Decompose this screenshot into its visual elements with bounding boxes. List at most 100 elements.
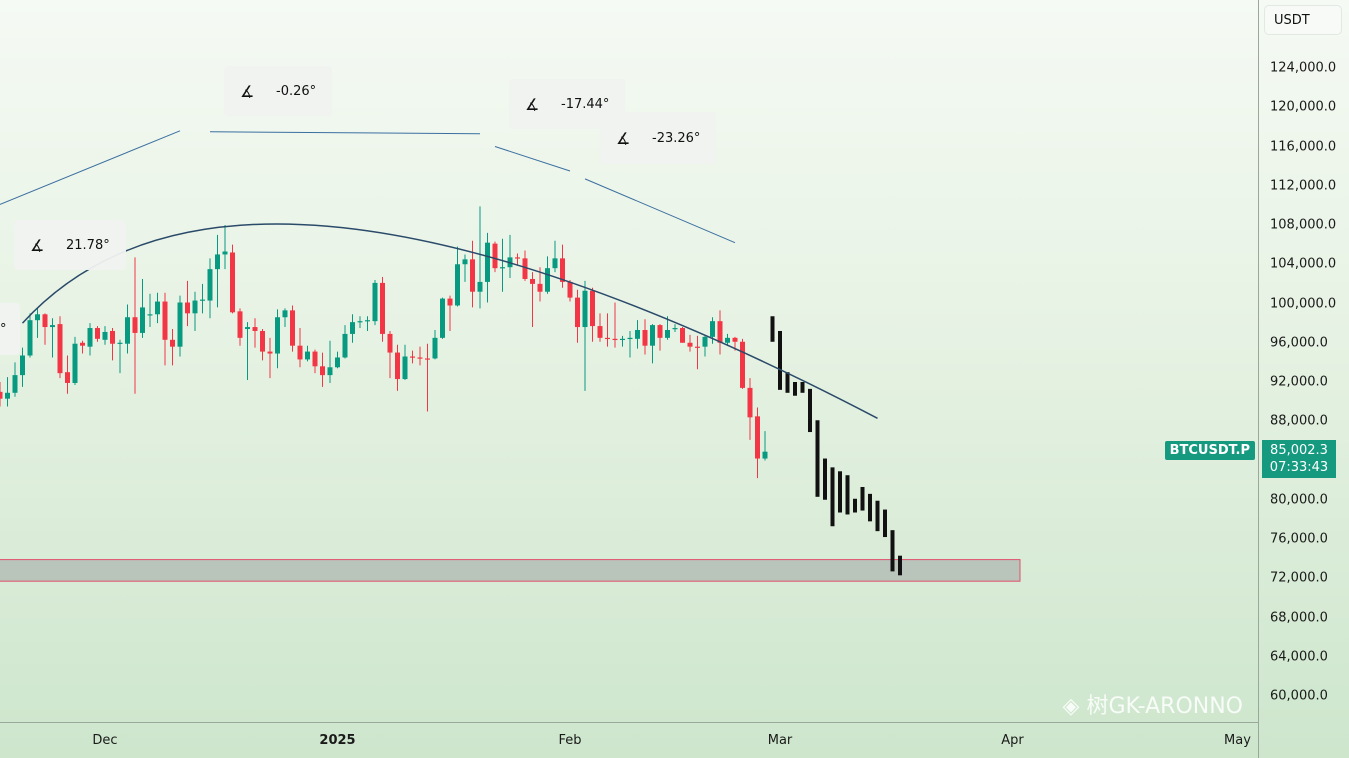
- candle-body: [605, 337, 610, 340]
- candle-body: [642, 329, 648, 346]
- candle-body: [245, 327, 250, 330]
- candle-body: [125, 317, 130, 344]
- candle-body: [462, 259, 468, 265]
- price-tick-label: 92,000.0: [1270, 374, 1328, 390]
- candle-body: [170, 339, 175, 347]
- projection-bar: [830, 467, 835, 527]
- candle-body: [560, 258, 565, 282]
- projection-bar: [853, 498, 857, 513]
- candle-body: [177, 302, 183, 347]
- candle-body: [590, 290, 595, 327]
- candle-body: [140, 307, 145, 333]
- candle-body: [657, 325, 663, 338]
- candle-body: [402, 356, 408, 380]
- projection-bar: [793, 382, 797, 396]
- candle-body: [357, 321, 363, 323]
- candle-body: [312, 351, 318, 367]
- currency-selector[interactable]: USDT: [1264, 5, 1342, 35]
- price-tick-label: 124,000.0: [1270, 60, 1337, 76]
- angle-icon: ∡: [525, 94, 540, 114]
- angle-value: -23.26°: [652, 130, 701, 146]
- candle-body: [567, 281, 573, 298]
- candle-body: [57, 324, 63, 374]
- projection-bar: [785, 372, 790, 393]
- last-price-tag: 85,002.3 07:33:43: [1262, 440, 1336, 478]
- candle-body: [365, 320, 370, 322]
- candle-body: [537, 283, 543, 292]
- candle-body: [432, 337, 438, 359]
- angle-label-partial[interactable]: °: [0, 303, 20, 355]
- angle-label[interactable]: ∡ -23.26°: [600, 112, 716, 164]
- projection-bar: [898, 555, 902, 576]
- time-tick-label: 2025: [319, 733, 356, 748]
- projection-bar: [845, 475, 850, 515]
- angle-trend-line: [209, 131, 481, 135]
- candle-body: [425, 358, 430, 360]
- projection-bar: [800, 382, 805, 393]
- candle-body: [155, 301, 160, 315]
- price-tick-label: 104,000.0: [1270, 256, 1337, 272]
- projection-bar: [875, 500, 880, 532]
- last-price: 85,002.3: [1270, 443, 1328, 458]
- candle-body: [650, 325, 655, 346]
- angle-value: -0.26°: [276, 83, 317, 99]
- candle-body: [260, 330, 265, 352]
- projection-bar: [823, 458, 827, 500]
- angle-label[interactable]: ∡ 21.78°: [14, 220, 126, 270]
- price-tick-label: 64,000.0: [1270, 649, 1328, 665]
- price-tick-label: 72,000.0: [1270, 570, 1328, 586]
- candle-body: [372, 282, 378, 322]
- candle-body: [50, 325, 55, 328]
- candle-body: [717, 321, 723, 343]
- candle-body: [275, 317, 280, 354]
- candle-body: [732, 337, 738, 342]
- candle-body: [147, 314, 153, 316]
- price-tick-label: 120,000.0: [1270, 99, 1337, 115]
- price-tick-label: 88,000.0: [1270, 413, 1328, 429]
- candle-body: [582, 290, 588, 328]
- projection-bar: [883, 509, 887, 538]
- price-tick-label: 112,000.0: [1270, 178, 1337, 194]
- candle-body: [215, 254, 220, 270]
- candle-body: [192, 300, 198, 314]
- price-tick-label: 80,000.0: [1270, 492, 1328, 508]
- candle-body: [0, 391, 3, 399]
- time-tick-label: Dec: [92, 733, 118, 748]
- angle-label[interactable]: ∡ -0.26°: [224, 66, 332, 116]
- candle-body: [65, 372, 70, 383]
- candle-body: [132, 317, 138, 333]
- candle-body: [20, 355, 25, 376]
- price-axis-border: [1258, 0, 1259, 758]
- price-tick-label: 96,000.0: [1270, 335, 1328, 351]
- price-tick-label: 116,000.0: [1270, 139, 1337, 154]
- angle-value: -17.44°: [561, 96, 610, 112]
- candle-body: [492, 243, 498, 269]
- candle-body: [237, 311, 243, 338]
- candle-body: [305, 351, 310, 360]
- candle-body: [620, 338, 625, 341]
- angle-trend-line: [494, 146, 571, 172]
- angle-trend-line: [0, 130, 181, 205]
- candle-body: [702, 336, 708, 347]
- candle-body: [440, 298, 445, 338]
- projection-bar: [868, 493, 872, 522]
- candle-body: [665, 329, 670, 338]
- price-tick-label: 76,000.0: [1270, 531, 1328, 547]
- candle-body: [515, 257, 520, 259]
- candle-body: [470, 259, 475, 292]
- candle-body: [80, 342, 85, 346]
- candle-body: [297, 345, 303, 360]
- time-tick-label: Mar: [767, 733, 793, 748]
- candle-body: [35, 314, 40, 321]
- candle-body: [417, 357, 423, 359]
- candle-body: [290, 310, 295, 346]
- candle-body: [117, 342, 123, 344]
- price-tick-label: 108,000.0: [1270, 217, 1337, 233]
- candle-body: [762, 451, 768, 459]
- symbol-tag: BTCUSDT.P: [1164, 441, 1255, 460]
- candle-body: [522, 258, 528, 279]
- candle-body: [410, 356, 415, 358]
- candle-body: [12, 375, 18, 393]
- candle-body: [485, 242, 490, 282]
